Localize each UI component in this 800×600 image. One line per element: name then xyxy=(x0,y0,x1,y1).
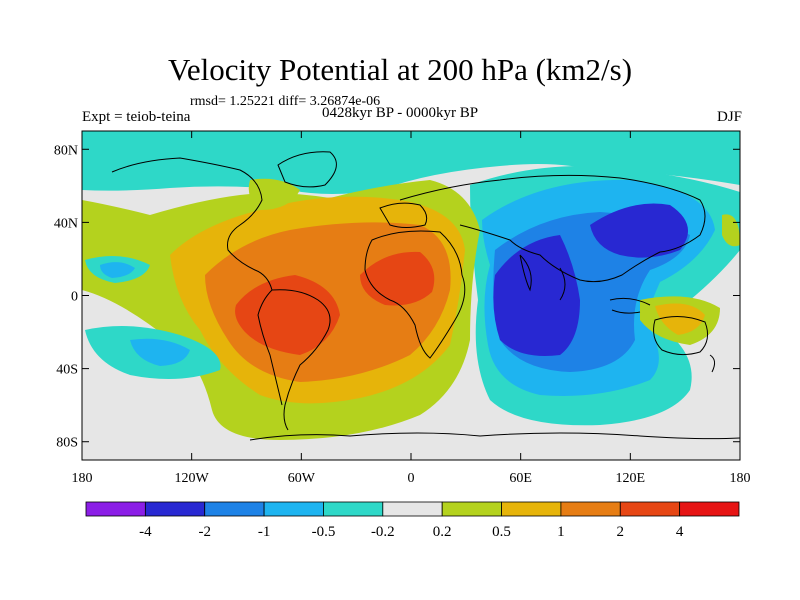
arctic-band xyxy=(82,131,740,194)
colorbar-label: -0.2 xyxy=(371,524,395,540)
colorbar-label: 0.2 xyxy=(433,524,452,540)
colorbar-swatch xyxy=(560,501,621,517)
north-pacific-blue xyxy=(100,262,135,278)
west-edge-green xyxy=(82,210,110,243)
axis-labels: 180 120W 60W 0 60E 120E 180 80N 40N 0 40S 80S xyxy=(54,143,751,486)
y-tick-label: 40N xyxy=(54,216,78,231)
y-tick-label: 40S xyxy=(56,363,78,378)
colorbar-label: 4 xyxy=(676,524,684,540)
colorbar-swatch xyxy=(85,501,146,517)
x-tick-label: 0 xyxy=(408,471,415,486)
colorbar: -4 -2 -1 -0.5 -0.2 0.2 0.5 1 2 4 xyxy=(85,501,740,540)
colorbar-swatch xyxy=(382,501,443,517)
x-tick-label: 180 xyxy=(730,471,751,486)
colorbar-label: 0.5 xyxy=(492,524,511,540)
x-tick-label: 120W xyxy=(175,471,210,486)
x-tick-label: 60E xyxy=(509,471,532,486)
colorbar-swatch xyxy=(441,501,502,517)
colorbar-label: -4 xyxy=(139,524,152,540)
period-label: 0428kyr BP - 0000kyr BP xyxy=(322,105,479,121)
colorbar-swatch xyxy=(679,501,740,517)
y-tick-label: 80S xyxy=(56,436,78,451)
y-tick-label: 0 xyxy=(71,290,78,305)
colorbar-label: 1 xyxy=(557,524,565,540)
colorbar-swatch xyxy=(204,501,265,517)
contour-field xyxy=(82,131,740,460)
colorbar-swatch xyxy=(144,501,206,517)
x-tick-label: 180 xyxy=(72,471,93,486)
north-atlantic-green xyxy=(248,178,300,210)
stats-text: rmsd= 1.25221 diff= 3.26874e-06 xyxy=(190,94,381,109)
colorbar-swatch xyxy=(501,501,562,517)
colorbar-label: -1 xyxy=(258,524,271,540)
south-america-core xyxy=(235,275,340,355)
colorbar-label: -2 xyxy=(198,524,211,540)
colorbar-label: 2 xyxy=(617,524,625,540)
season-label: DJF xyxy=(716,109,742,125)
colorbar-label: -0.5 xyxy=(312,524,336,540)
colorbar-swatch xyxy=(263,501,324,517)
coastlines xyxy=(111,151,740,441)
colorbar-swatch xyxy=(619,501,681,517)
colorbar-swatch xyxy=(323,501,384,517)
axis-ticks xyxy=(81,131,741,460)
south-pacific-blue xyxy=(130,338,190,366)
chart-title: Velocity Potential at 200 hPa (km2/s) xyxy=(167,52,633,87)
east-asia-core xyxy=(590,203,688,258)
x-tick-label: 60W xyxy=(288,471,316,486)
x-tick-label: 120E xyxy=(616,471,646,486)
australia-yellow xyxy=(655,303,705,335)
indian-core xyxy=(493,235,580,356)
y-tick-label: 80N xyxy=(54,143,78,158)
experiment-label: Expt = teiob-teina xyxy=(82,109,191,125)
